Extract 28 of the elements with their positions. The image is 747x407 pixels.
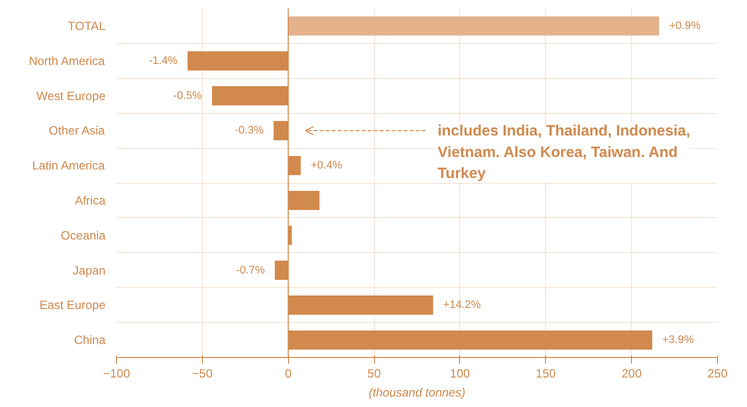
- annotation: +0.4%: [310, 160, 342, 172]
- y-tick-label: North America: [28, 54, 106, 68]
- y-tick-label: Japan: [72, 263, 106, 278]
- y-tick-label: West Europe: [36, 88, 106, 103]
- x-tick-label: 50: [367, 366, 382, 380]
- x-tick-label: −100: [102, 366, 130, 380]
- annotation: -0.5%: [173, 90, 202, 102]
- x-tick-label: 150: [536, 366, 556, 380]
- x-tick-label: 0: [284, 366, 292, 380]
- x-tick-label: 100: [450, 366, 470, 380]
- y-tick-label: Other Asia: [48, 124, 106, 138]
- y-tick-label: Oceania: [60, 228, 106, 242]
- x-axis-title: (thousand tonnes): [368, 386, 466, 400]
- y-tick-label: East Europe: [39, 298, 106, 312]
- x-tick-label: 200: [622, 366, 642, 380]
- annotation: -0.3%: [234, 124, 264, 137]
- annotation: -0.7%: [236, 264, 266, 276]
- y-tick-label: China: [74, 333, 106, 348]
- annotation: +14.2%: [443, 299, 481, 312]
- annotation: +3.9%: [662, 334, 694, 346]
- annotation: includes India, Thailand, Indonesia, Vietnam. Also Korea, Taiwan. And Turkey: [438, 122, 690, 182]
- y-tick-label: Africa: [74, 193, 106, 208]
- x-tick-label: 250: [707, 366, 728, 380]
- x-tick-label: −50: [192, 366, 213, 380]
- annotation: -1.4%: [148, 54, 178, 67]
- annotation: +0.9%: [669, 20, 701, 32]
- y-tick-label: TOTAL: [68, 18, 106, 33]
- y-tick-label: Latin America: [32, 158, 106, 173]
